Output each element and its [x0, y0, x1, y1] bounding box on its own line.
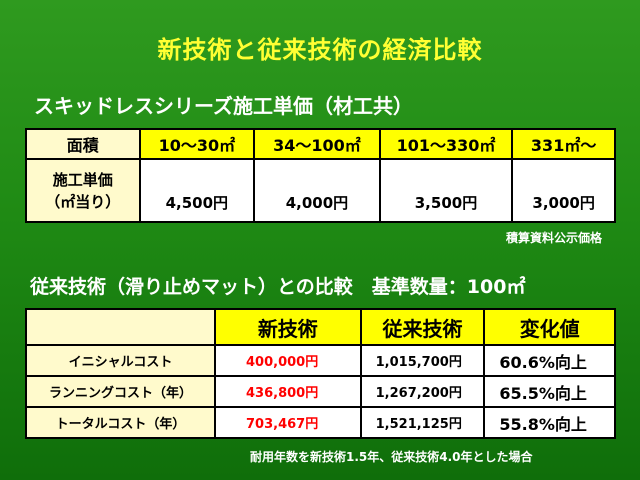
comparison-table: 新技術 従来技術 変化値 イニシャルコスト 400,000円 1,015,700… — [25, 308, 616, 439]
price-cell: 3,500円 — [378, 158, 514, 223]
comparison-column-header: 変化値 — [483, 308, 616, 346]
comparison-header-empty — [25, 308, 216, 346]
row-label: トータルコスト（年） — [25, 406, 216, 439]
area-column-header: 34～100㎡ — [253, 128, 381, 160]
change-value: 65.5%向上 — [483, 375, 616, 408]
table-row: イニシャルコスト 400,000円 1,015,700円 60.6%向上 — [25, 344, 616, 377]
row-label: イニシャルコスト — [25, 344, 216, 377]
unit-price-table: 面積 10～30㎡ 34～100㎡ 101～330㎡ 331㎡～ 施工単価 （㎡… — [25, 128, 616, 223]
old-tech-value: 1,521,125円 — [359, 406, 486, 439]
price-cell: 4,500円 — [138, 158, 256, 223]
service-life-note: 耐用年数を新技術1.5年、従来技術4.0年とした場合 — [250, 450, 533, 464]
section1-heading: スキッドレスシリーズ施工単価（材工共） — [34, 94, 413, 118]
price-source-note: 積算資料公示価格 — [505, 231, 602, 245]
price-cell: 4,000円 — [253, 158, 381, 223]
unit-price-label-line1: 施工単価 — [52, 170, 113, 189]
row-label: ランニングコスト（年） — [25, 375, 216, 408]
new-tech-value: 400,000円 — [214, 344, 362, 377]
page-title: 新技術と従来技術の経済比較 — [157, 36, 483, 64]
unit-price-row-label: 施工単価 （㎡当り） — [25, 158, 141, 223]
new-tech-value: 436,800円 — [214, 375, 362, 408]
area-column-header: 10～30㎡ — [138, 128, 256, 160]
old-tech-value: 1,267,200円 — [359, 375, 486, 408]
old-tech-value: 1,015,700円 — [359, 344, 486, 377]
area-column-header: 101～330㎡ — [378, 128, 514, 160]
comparison-column-header: 新技術 — [214, 308, 362, 346]
comparison-header-row: 新技術 従来技術 変化値 — [25, 308, 616, 346]
unit-price-row: 施工単価 （㎡当り） 4,500円 4,000円 3,500円 3,000円 — [25, 158, 616, 223]
table-row: トータルコスト（年） 703,467円 1,521,125円 55.8%向上 — [25, 406, 616, 439]
comparison-column-header: 従来技術 — [359, 308, 486, 346]
unit-price-label-line2: （㎡当り） — [45, 192, 121, 211]
section2-heading: 従来技術（滑り止めマット）との比較 基準数量：100㎡ — [30, 276, 526, 298]
new-tech-value: 703,467円 — [214, 406, 362, 439]
price-cell: 3,000円 — [511, 158, 616, 223]
area-column-header: 331㎡～ — [511, 128, 616, 160]
change-value: 55.8%向上 — [483, 406, 616, 439]
unit-price-header-row: 面積 10～30㎡ 34～100㎡ 101～330㎡ 331㎡～ — [25, 128, 616, 160]
table-row: ランニングコスト（年） 436,800円 1,267,200円 65.5%向上 — [25, 375, 616, 408]
change-value: 60.6%向上 — [483, 344, 616, 377]
area-header-label: 面積 — [25, 128, 141, 160]
